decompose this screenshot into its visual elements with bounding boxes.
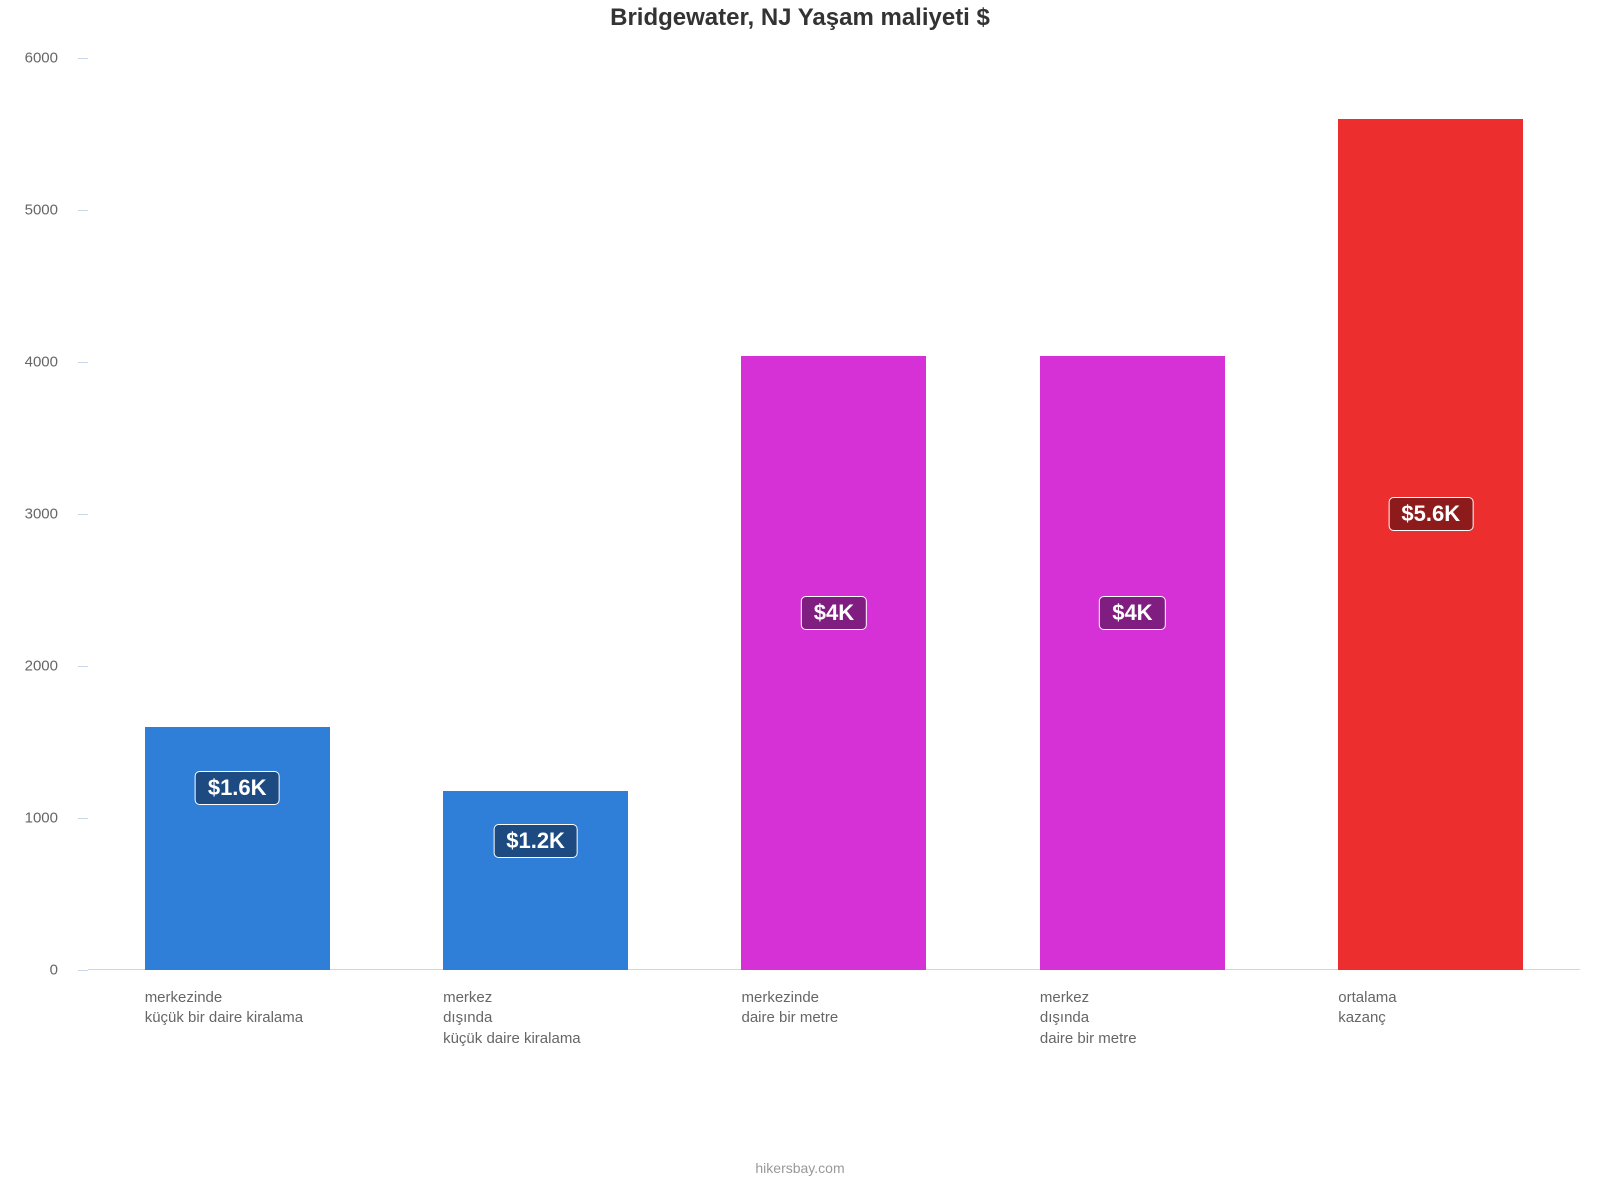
x-category-label: merkezindeküçük bir daire kiralama [145,970,428,1029]
y-tick-label: 3000 [25,506,58,523]
y-tick-mark [78,210,88,211]
credit-text: hikersbay.com [0,1160,1600,1176]
y-tick-label: 1000 [25,810,58,827]
chart-container: Bridgewater, NJ Yaşam maliyeti $ $1.6K$1… [0,0,1600,1200]
y-tick-mark [78,58,88,59]
x-category-label: merkezdışındaküçük daire kiralama [443,970,726,1049]
y-tick-label: 6000 [25,50,58,67]
bar-value-label: $5.6K [1388,497,1473,531]
bar: $1.2K [443,791,628,970]
y-tick-mark [78,514,88,515]
bar-value-label: $4K [1099,596,1165,630]
x-category-label: ortalamakazanç [1338,970,1600,1029]
bar-value-label: $4K [801,596,867,630]
bar: $4K [741,356,926,970]
bar-value-label: $1.6K [195,771,280,805]
bars-layer: $1.6K $1.2K $4K $4K $5.6K [88,58,1580,970]
y-tick-label: 0 [50,962,58,979]
x-category-label: merkezindedaire bir metre [741,970,1024,1029]
y-tick-mark [78,666,88,667]
bar: $4K [1040,356,1225,970]
bar-value-label: $1.2K [493,824,578,858]
y-tick-label: 4000 [25,354,58,371]
bar: $5.6K [1338,119,1523,970]
y-tick-mark [78,970,88,971]
x-category-label: merkezdışındadaire bir metre [1040,970,1323,1049]
y-tick-mark [78,818,88,819]
chart-title: Bridgewater, NJ Yaşam maliyeti $ [0,4,1600,32]
y-tick-label: 5000 [25,202,58,219]
y-tick-label: 2000 [25,658,58,675]
plot-area: $1.6K$1.2K$4K$4K$5.6K 010002000300040005… [88,58,1580,970]
bar: $1.6K [145,727,330,970]
y-tick-mark [78,362,88,363]
